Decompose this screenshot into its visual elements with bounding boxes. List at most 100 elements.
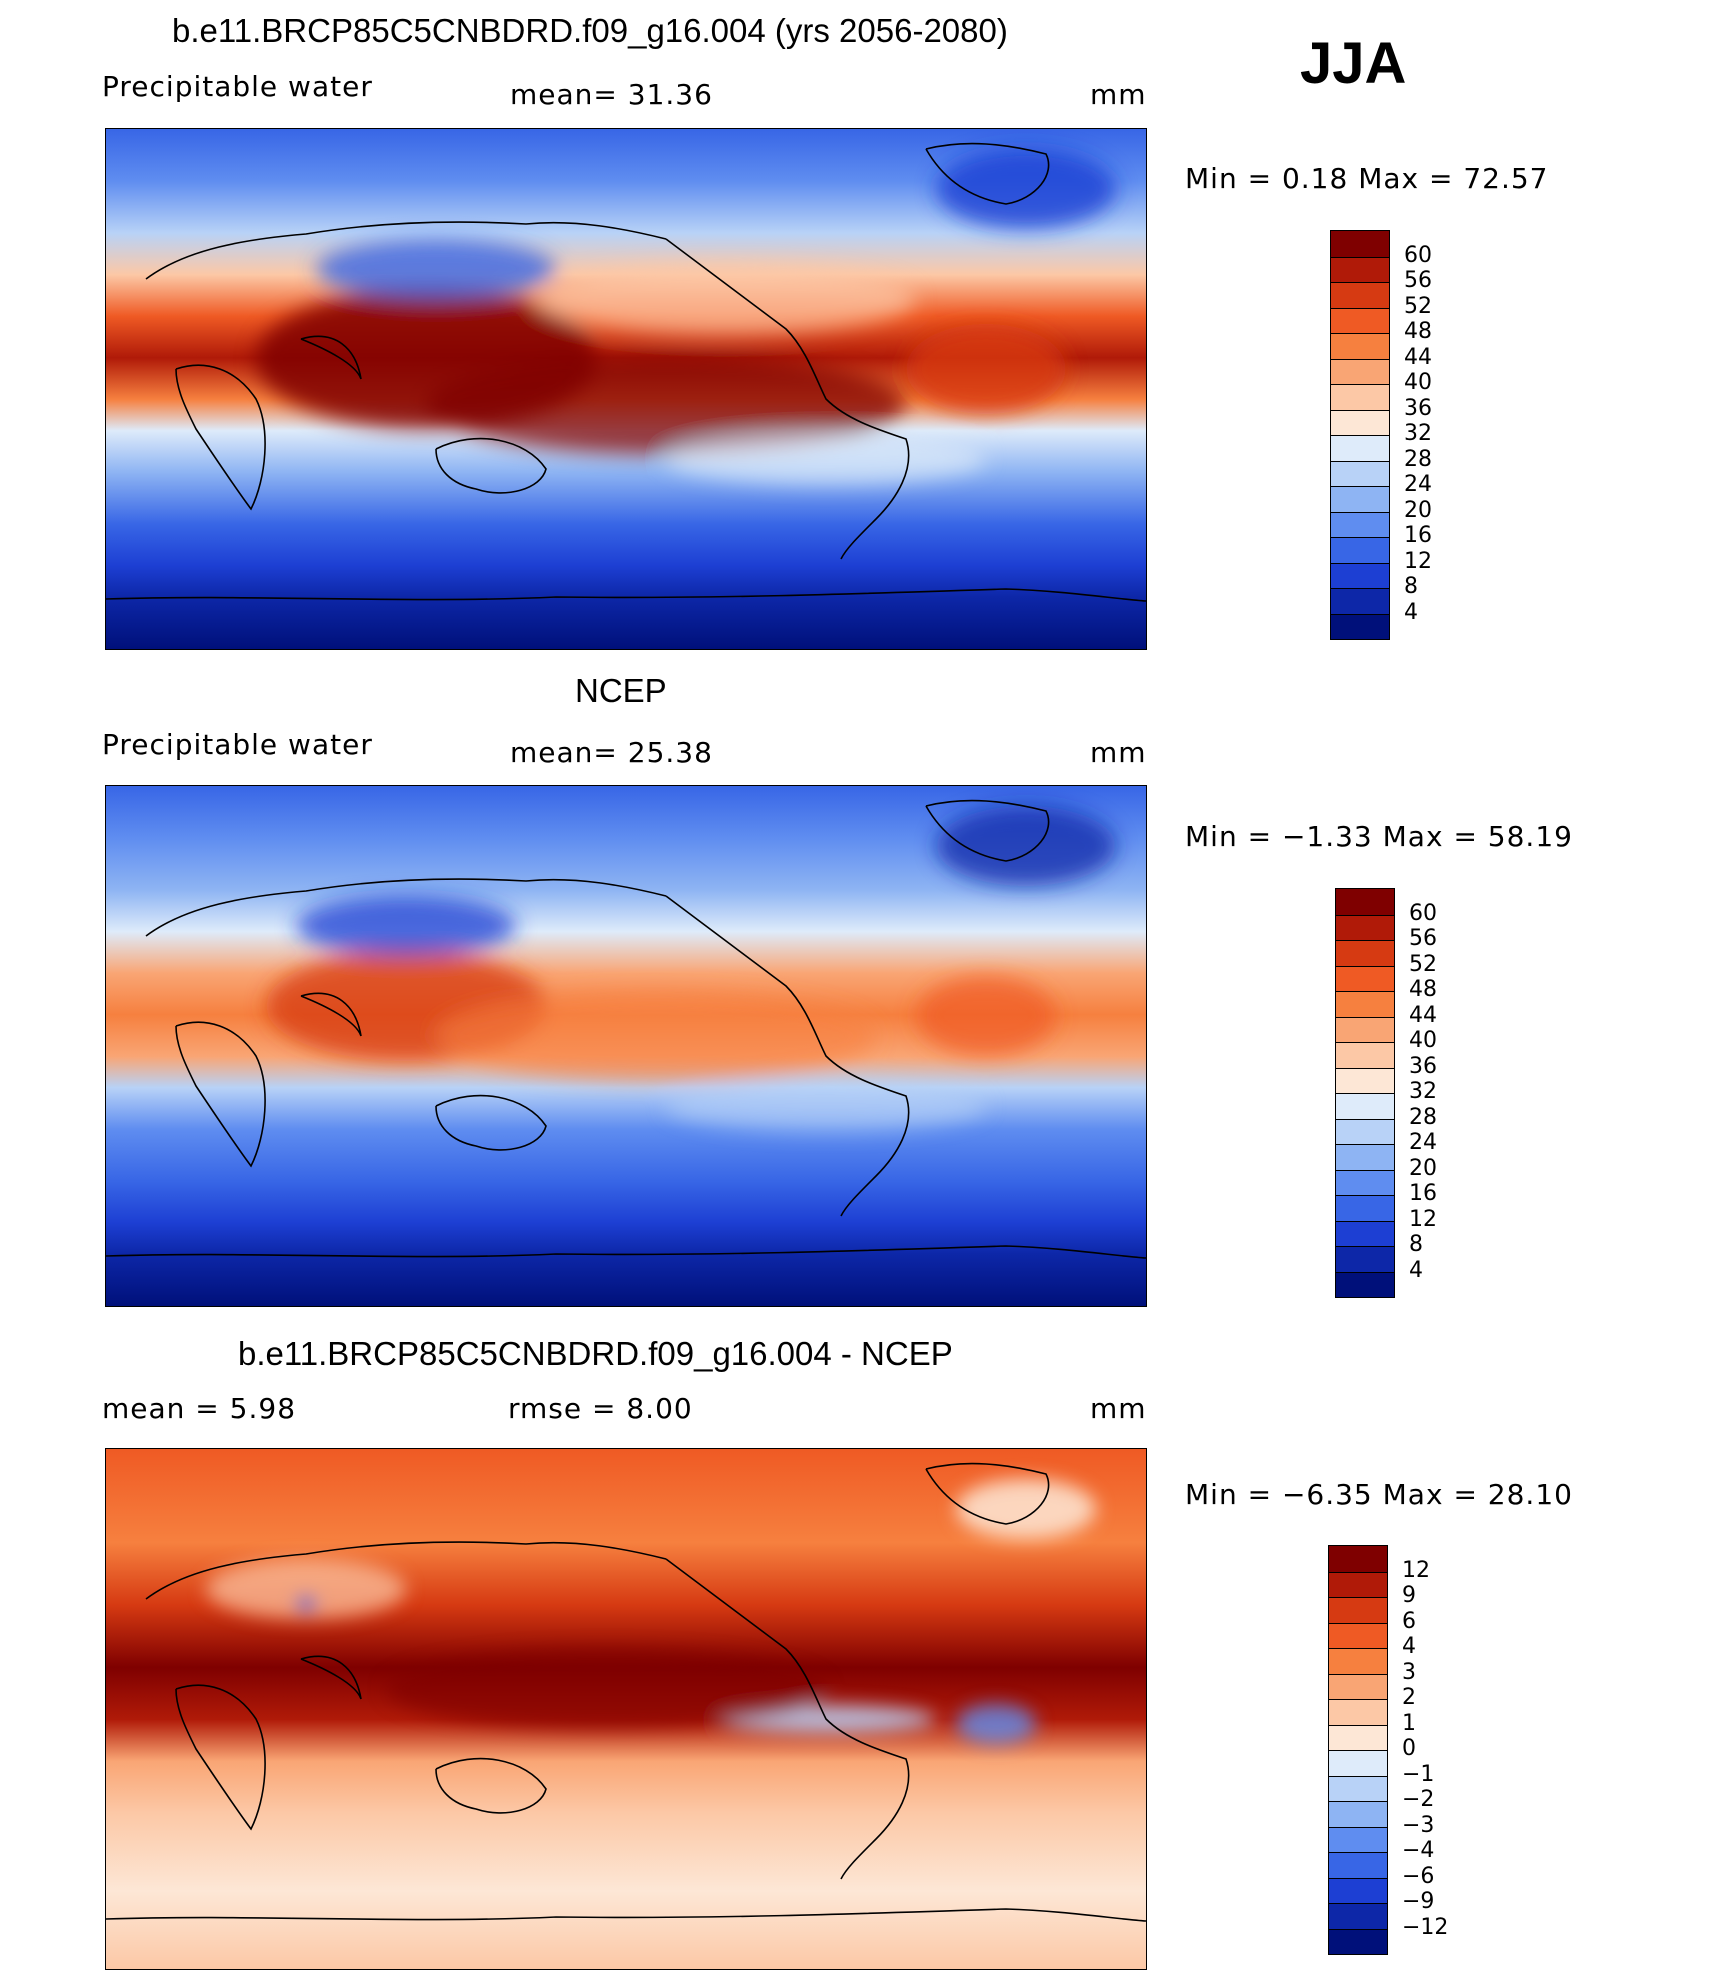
colorbar-tick-label: 4 [1404, 599, 1418, 625]
panel-3-title: b.e11.BRCP85C5CNBDRD.f09_g16.004 - NCEP [238, 1335, 953, 1372]
colorbar-segment [1329, 1852, 1387, 1878]
colorbar-tick-label: 56 [1404, 268, 1432, 293]
colorbar-tick-label: 4 [1409, 1257, 1423, 1283]
panel-2-coastlines [106, 799, 1146, 1259]
colorbar-tick-label: 12 [1409, 1206, 1437, 1232]
colorbar-segment [1329, 1622, 1387, 1648]
colorbar-tick-label: 28 [1409, 1104, 1437, 1130]
colorbar-segment [1331, 562, 1389, 588]
colorbar-segment [1329, 1724, 1387, 1750]
colorbar-tick-label: −6 [1402, 1863, 1435, 1889]
colorbar-segment [1331, 282, 1389, 308]
colorbar-tick-label: 28 [1404, 446, 1432, 472]
colorbar-tick-label: −9 [1402, 1889, 1435, 1914]
colorbar-tick-label: 32 [1409, 1079, 1437, 1104]
colorbar-segment [1331, 333, 1389, 359]
colorbar-tick-label: 4 [1402, 1634, 1416, 1659]
colorbar-segment [1336, 914, 1394, 940]
colorbar-segment [1336, 991, 1394, 1017]
colorbar-segment [1329, 1699, 1387, 1725]
colorbar-segment [1336, 1093, 1394, 1119]
colorbar-tick-label: 56 [1409, 926, 1437, 951]
panel-1-coastlines [106, 142, 1146, 602]
colorbar-segment [1331, 307, 1389, 333]
panel-1-variable-label: Precipitable water [102, 70, 373, 103]
colorbar-segment [1331, 613, 1389, 639]
panel-2-map [105, 785, 1147, 1307]
panel-1-mean-label: mean= 31.36 [510, 78, 713, 111]
colorbar-segment [1336, 965, 1394, 991]
colorbar-tick-label: 0 [1402, 1736, 1416, 1761]
colorbar-segment [1329, 1877, 1387, 1903]
colorbar-segment [1336, 1118, 1394, 1144]
colorbar-segment [1331, 409, 1389, 435]
colorbar-tick-label: 12 [1402, 1557, 1430, 1583]
colorbar-segment [1336, 1169, 1394, 1195]
colorbar-tick-label: 24 [1409, 1130, 1437, 1155]
colorbar-tick-label: 8 [1404, 574, 1418, 599]
panel-3-map [105, 1448, 1147, 1970]
panel-2-minmax: Min = −1.33 Max = 58.19 [1185, 820, 1573, 853]
colorbar-tick-label: 40 [1409, 1028, 1437, 1053]
colorbar-tick-label: 12 [1404, 548, 1432, 574]
colorbar-segment [1329, 1750, 1387, 1776]
colorbar-tick-label: 44 [1404, 344, 1432, 370]
colorbar-segment [1329, 1826, 1387, 1852]
colorbar-segment [1331, 231, 1389, 257]
colorbar-segment [1336, 1016, 1394, 1042]
colorbar-segment [1336, 1195, 1394, 1221]
colorbar-tick-label: 52 [1409, 951, 1437, 977]
colorbar-segment [1331, 256, 1389, 282]
colorbar-tick-label: 8 [1409, 1232, 1423, 1257]
colorbar-segment [1336, 940, 1394, 966]
colorbar-segment [1329, 1648, 1387, 1674]
colorbar-segment [1331, 588, 1389, 614]
colorbar-segment [1336, 889, 1394, 915]
colorbar-tick-label: −1 [1402, 1761, 1435, 1787]
colorbar-segment [1329, 1801, 1387, 1827]
colorbar-tick-label: −4 [1402, 1838, 1435, 1863]
colorbar-segment [1329, 1571, 1387, 1597]
panel-1-map-field [106, 129, 1146, 649]
colorbar-tick-label: 24 [1404, 472, 1432, 497]
colorbar-tick-label: 16 [1409, 1181, 1437, 1206]
colorbar-tick-label: 60 [1409, 900, 1437, 926]
colorbar-segment [1336, 1271, 1394, 1297]
colorbar-tick-label: 60 [1404, 242, 1432, 268]
panel-2-units-label: mm [1090, 736, 1147, 769]
season-label: JJA [1300, 31, 1407, 96]
panel-2-map-field [106, 786, 1146, 1306]
colorbar-segment [1331, 537, 1389, 563]
colorbar-tick-label: 20 [1409, 1155, 1437, 1181]
colorbar-segment [1336, 1220, 1394, 1246]
panel-3-coastlines [106, 1462, 1146, 1922]
colorbar-segment [1331, 358, 1389, 384]
colorbar-tick-label: 44 [1409, 1002, 1437, 1028]
colorbar-segment [1329, 1546, 1387, 1572]
colorbar-segment [1329, 1673, 1387, 1699]
colorbar-tick-label: 3 [1402, 1659, 1416, 1685]
colorbar-segment [1329, 1928, 1387, 1954]
colorbar-segment [1329, 1597, 1387, 1623]
colorbar-tick-label: 48 [1404, 319, 1432, 344]
panel-1-units-label: mm [1090, 78, 1147, 111]
colorbar-tick-label: 52 [1404, 293, 1432, 319]
colorbar-segment [1336, 1067, 1394, 1093]
colorbar-tick-label: −12 [1402, 1914, 1449, 1940]
colorbar-segment [1331, 384, 1389, 410]
panel-2-colorbar [1335, 888, 1395, 1298]
panel-1-colorbar [1330, 230, 1390, 640]
colorbar-segment [1329, 1903, 1387, 1929]
colorbar-segment [1331, 486, 1389, 512]
colorbar-segment [1336, 1246, 1394, 1272]
panel-3-map-field [106, 1449, 1146, 1969]
colorbar-tick-label: 32 [1404, 421, 1432, 446]
colorbar-tick-label: 40 [1404, 370, 1432, 395]
panel-3-rmse-label: rmse = 8.00 [508, 1392, 693, 1425]
colorbar-tick-label: 2 [1402, 1685, 1416, 1710]
colorbar-tick-label: −3 [1402, 1812, 1435, 1838]
panel-3-mean-label: mean = 5.98 [102, 1392, 297, 1425]
panel-3-units-label: mm [1090, 1392, 1147, 1425]
colorbar-tick-label: 48 [1409, 977, 1437, 1002]
panel-2-variable-label: Precipitable water [102, 728, 373, 761]
